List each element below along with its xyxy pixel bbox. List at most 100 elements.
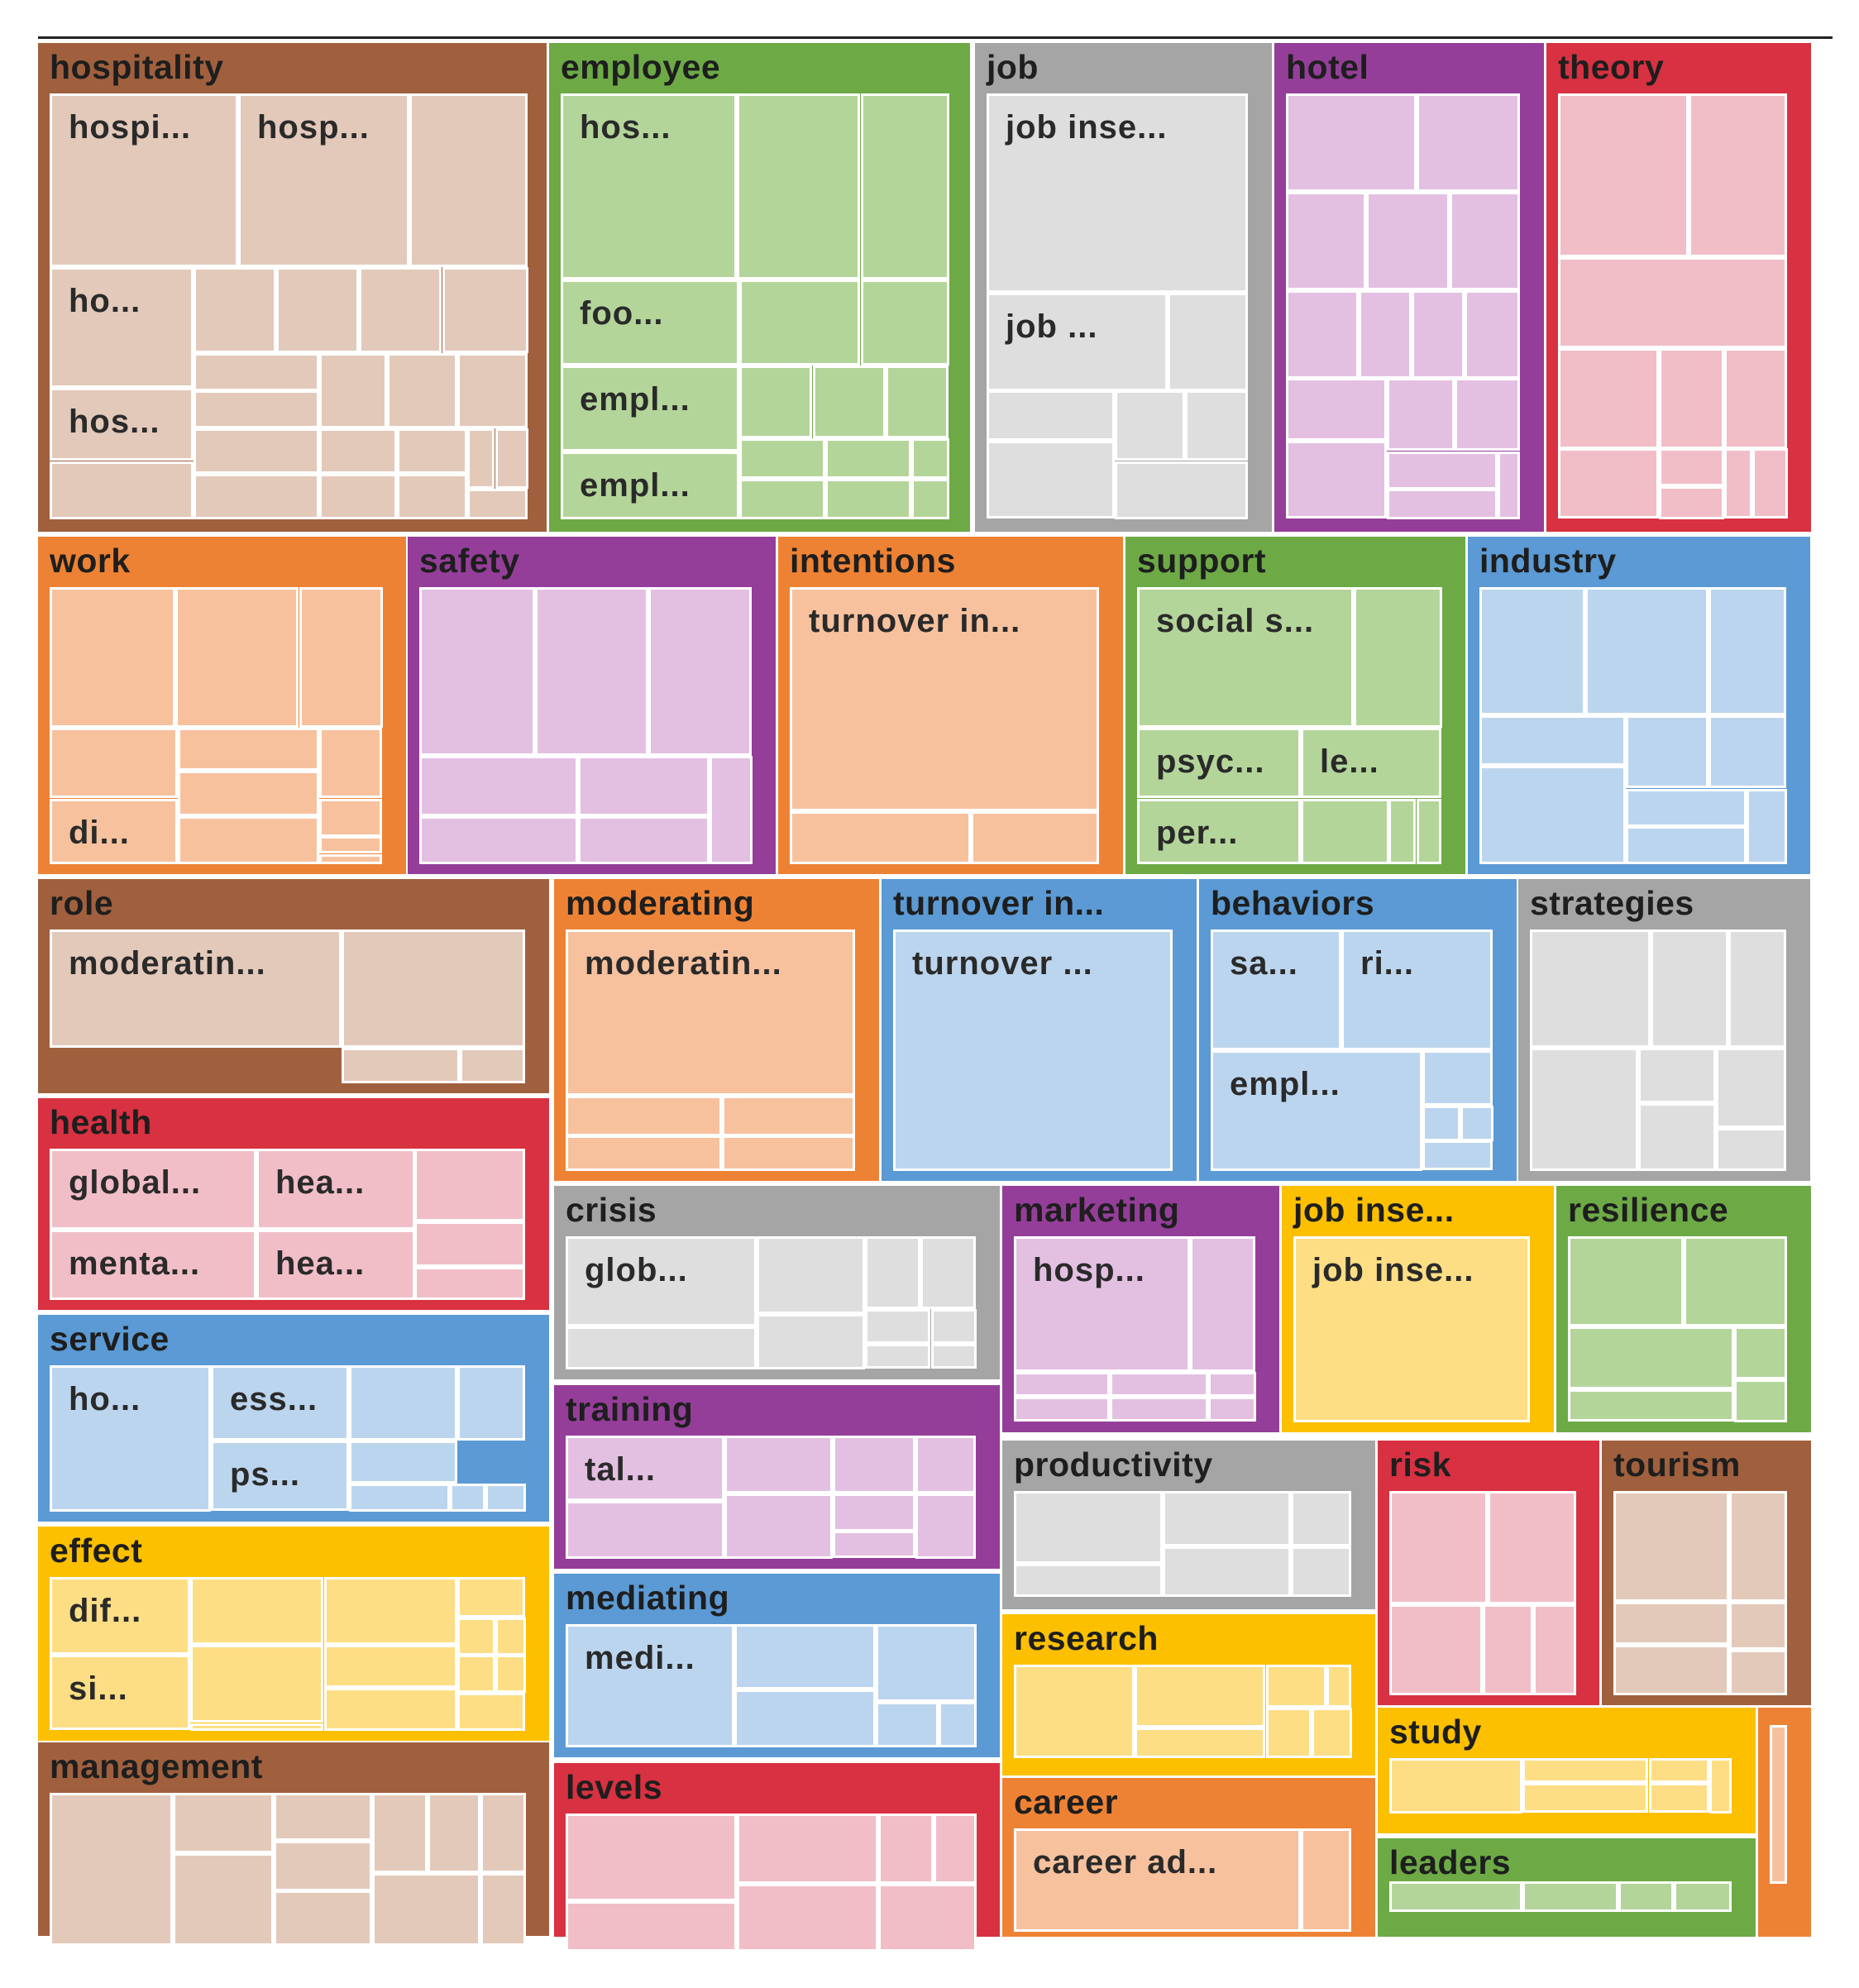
treemap-group-effect[interactable]: effect dif... si...: [38, 1527, 549, 1741]
treemap-leaf[interactable]: sa...: [1211, 929, 1341, 1050]
treemap-leaf[interactable]: [1389, 1491, 1488, 1604]
treemap-leaf[interactable]: [349, 1484, 450, 1512]
treemap-leaf[interactable]: [1522, 1758, 1648, 1783]
treemap-leaf[interactable]: [1613, 1645, 1729, 1695]
treemap-leaf[interactable]: [1465, 290, 1520, 379]
treemap-leaf[interactable]: [194, 267, 276, 353]
treemap-leaf[interactable]: [566, 1501, 724, 1559]
treemap-leaf[interactable]: [1651, 929, 1728, 1048]
treemap-leaf[interactable]: [865, 1236, 920, 1309]
treemap-leaf[interactable]: moderatin...: [566, 929, 855, 1096]
treemap-leaf[interactable]: [1417, 799, 1441, 864]
treemap-leaf[interactable]: [1724, 448, 1752, 519]
treemap-leaf[interactable]: [1422, 1106, 1460, 1141]
treemap-leaf[interactable]: [1266, 1708, 1312, 1758]
treemap-leaf[interactable]: [1649, 1783, 1709, 1813]
treemap-leaf[interactable]: [734, 1624, 876, 1689]
treemap-leaf[interactable]: empl...: [561, 452, 739, 519]
treemap-leaf[interactable]: [409, 93, 528, 267]
treemap-leaf[interactable]: [1014, 1564, 1163, 1597]
treemap-leaf[interactable]: [324, 1688, 457, 1731]
treemap-leaf[interactable]: [1649, 1758, 1709, 1783]
treemap-leaf[interactable]: [414, 1149, 525, 1221]
treemap-leaf[interactable]: job ...: [987, 293, 1168, 391]
treemap-leaf[interactable]: [911, 479, 949, 519]
treemap-leaf[interactable]: [190, 1645, 323, 1723]
treemap-leaf[interactable]: [1110, 1372, 1208, 1397]
treemap-group-management[interactable]: management: [38, 1742, 549, 1946]
treemap-leaf[interactable]: [1387, 489, 1498, 519]
treemap-leaf[interactable]: [1387, 378, 1455, 451]
treemap-leaf[interactable]: [457, 1693, 525, 1731]
treemap-leaf[interactable]: [1014, 1372, 1110, 1397]
treemap-leaf[interactable]: [319, 836, 382, 853]
treemap-leaf[interactable]: [861, 280, 949, 366]
treemap-leaf[interactable]: [1734, 1326, 1787, 1379]
treemap-leaf[interactable]: [1638, 1103, 1716, 1171]
treemap-group-support[interactable]: support social s... psyc... le... per...: [1125, 537, 1465, 874]
treemap-leaf[interactable]: [1460, 1106, 1493, 1141]
treemap-leaf[interactable]: [457, 1365, 525, 1441]
treemap-leaf[interactable]: [457, 1577, 525, 1618]
treemap-leaf[interactable]: [813, 366, 886, 438]
treemap-leaf[interactable]: [342, 929, 525, 1048]
treemap-leaf[interactable]: [878, 1814, 934, 1884]
treemap-leaf[interactable]: [342, 1048, 460, 1083]
treemap-leaf[interactable]: [931, 1309, 977, 1344]
treemap-leaf[interactable]: [299, 587, 383, 728]
treemap-leaf[interactable]: social s...: [1137, 587, 1354, 728]
treemap-leaf[interactable]: [387, 353, 457, 428]
treemap-leaf[interactable]: [274, 1841, 372, 1891]
treemap-leaf[interactable]: job inse...: [987, 93, 1248, 293]
treemap-leaf[interactable]: [178, 816, 319, 864]
treemap-leaf[interactable]: career ad...: [1014, 1828, 1301, 1932]
treemap-leaf[interactable]: [397, 428, 467, 474]
treemap-leaf[interactable]: [724, 1493, 833, 1559]
treemap-leaf[interactable]: [190, 1723, 323, 1731]
treemap-leaf[interactable]: [349, 1365, 457, 1441]
treemap-leaf[interactable]: [734, 1689, 876, 1747]
treemap-leaf[interactable]: [1708, 587, 1786, 715]
treemap-leaf[interactable]: [319, 728, 382, 798]
treemap-leaf[interactable]: turnover ...: [893, 929, 1173, 1171]
treemap-leaf[interactable]: [50, 728, 178, 798]
treemap-leaf[interactable]: [1613, 1602, 1729, 1645]
treemap-leaf[interactable]: [319, 474, 397, 519]
treemap-leaf[interactable]: [876, 1702, 939, 1747]
treemap-leaf[interactable]: hos...: [561, 93, 737, 280]
treemap-leaf[interactable]: [372, 1873, 480, 1946]
treemap-leaf[interactable]: ho...: [50, 267, 194, 388]
treemap-leaf[interactable]: hosp...: [1014, 1236, 1190, 1372]
treemap-group-moderating[interactable]: moderating moderatin...: [554, 879, 879, 1181]
treemap-leaf[interactable]: [194, 474, 319, 519]
treemap-leaf[interactable]: [1530, 1048, 1638, 1171]
treemap-group-employee[interactable]: employee hos... foo... empl... empl...: [549, 43, 970, 532]
treemap-leaf[interactable]: [535, 587, 648, 756]
treemap-leaf[interactable]: [1014, 1665, 1135, 1758]
treemap-group-research[interactable]: research: [1002, 1614, 1375, 1775]
treemap-leaf[interactable]: ess...: [211, 1365, 349, 1441]
treemap-leaf[interactable]: si...: [50, 1655, 190, 1730]
treemap-leaf[interactable]: menta...: [50, 1230, 256, 1300]
treemap-leaf[interactable]: tal...: [566, 1436, 724, 1501]
treemap-leaf[interactable]: medi...: [566, 1624, 734, 1747]
treemap-leaf[interactable]: [710, 756, 753, 864]
treemap-leaf[interactable]: [737, 93, 860, 280]
treemap-leaf[interactable]: [1286, 93, 1417, 192]
treemap-leaf[interactable]: [1479, 715, 1626, 766]
treemap-leaf[interactable]: [920, 1236, 976, 1309]
treemap-leaf[interactable]: [1359, 290, 1412, 379]
treemap-leaf[interactable]: [1312, 1708, 1352, 1758]
treemap-group-resilience[interactable]: resilience: [1556, 1186, 1811, 1432]
treemap-leaf[interactable]: [1286, 441, 1387, 519]
treemap-leaf[interactable]: [359, 267, 442, 353]
treemap-leaf[interactable]: empl...: [1211, 1050, 1422, 1171]
treemap-leaf[interactable]: [485, 1484, 526, 1512]
treemap-group-turnover-in[interactable]: turnover in... turnover ...: [882, 879, 1197, 1181]
treemap-leaf[interactable]: [1291, 1546, 1351, 1597]
treemap-leaf[interactable]: [1558, 448, 1659, 519]
treemap-leaf[interactable]: [457, 353, 528, 428]
treemap-leaf[interactable]: [987, 441, 1115, 519]
treemap-leaf[interactable]: [1135, 1665, 1265, 1728]
treemap-leaf[interactable]: [865, 1309, 930, 1344]
